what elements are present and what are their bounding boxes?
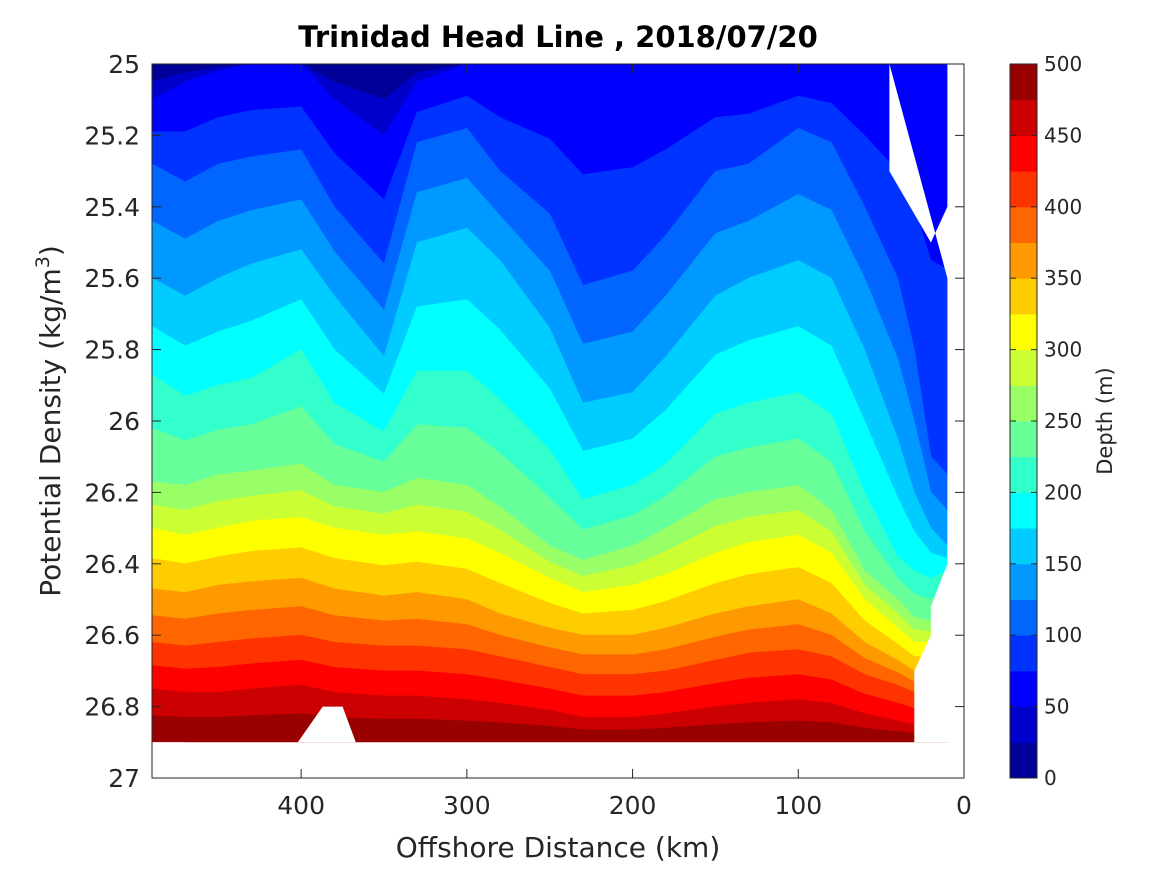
colorbar-swatch-11	[1010, 349, 1037, 386]
colorbar-ticks: 0 50 100 150 200 250 300 350 400 450 500	[1010, 52, 1082, 790]
mask-left-edge	[152, 742, 186, 778]
colorbar-swatches	[1010, 64, 1037, 779]
x-axis: 400 300 200 100 0	[277, 64, 972, 820]
colorbar-swatch-14	[1010, 242, 1037, 279]
x-tick-label-3: 100	[774, 791, 822, 820]
y-tick-label-3: 25.6	[84, 264, 140, 293]
mask-nearshore-right	[914, 206, 964, 743]
y-axis-label-superscript: 3	[32, 256, 54, 268]
x-tick-label-1: 300	[443, 791, 491, 820]
colorbar-swatch-5	[1010, 563, 1037, 600]
colorbar-tick-label-3: 150	[1044, 552, 1082, 576]
colorbar-swatch-10	[1010, 385, 1037, 422]
colorbar-swatch-4	[1010, 599, 1037, 636]
colorbar-swatch-15	[1010, 206, 1037, 243]
x-axis-label: Offshore Distance (km)	[396, 831, 721, 864]
y-axis: 25 25.2 25.4 25.6 25.8 26 26.2 26.4 26.6 26.8 27	[84, 50, 964, 793]
y-axis-label-main: Potential Density (kg/m	[34, 268, 67, 597]
y-tick-label-4: 25.8	[84, 336, 140, 365]
y-tick-label-1: 25.2	[84, 121, 140, 150]
y-tick-label-7: 26.4	[84, 550, 140, 579]
colorbar-swatch-8	[1010, 456, 1037, 493]
colorbar-swatch-9	[1010, 421, 1037, 458]
colorbar-swatch-1	[1010, 706, 1037, 743]
colorbar-tick-label-7: 350	[1044, 266, 1082, 290]
x-tick-label-4: 0	[956, 791, 972, 820]
colorbar-swatch-13	[1010, 278, 1037, 315]
mask-nearshore-top	[889, 64, 964, 279]
colorbar-tick-label-6: 300	[1044, 338, 1082, 362]
colorbar-tick-label-1: 50	[1044, 695, 1069, 719]
colorbar-swatch-19	[1010, 64, 1037, 101]
colorbar-tick-label-4: 200	[1044, 480, 1082, 504]
y-tick-label-5: 26	[108, 407, 140, 436]
colorbar-swatch-12	[1010, 313, 1037, 351]
colorbar-tick-label-2: 100	[1044, 623, 1082, 647]
y-axis-label: Potential Density (kg/m3)	[32, 245, 67, 597]
colorbar-swatch-17	[1010, 135, 1037, 172]
y-tick-label-10: 27	[108, 764, 140, 793]
colorbar-swatch-16	[1010, 171, 1037, 208]
colorbar-tick-label-8: 400	[1044, 195, 1082, 219]
colorbar-swatch-6	[1010, 528, 1037, 565]
colorbar-swatch-0	[1010, 742, 1037, 779]
colorbar-label: Depth (m)	[1093, 367, 1117, 474]
mask-notch	[297, 706, 356, 743]
no-data-masks	[152, 64, 964, 778]
colorbar: 0 50 100 150 200 250 300 350 400 450 500 Depth (m)	[1009, 52, 1117, 790]
y-tick-label-9: 26.8	[84, 693, 140, 722]
y-tick-label-2: 25.4	[84, 193, 140, 222]
plot-area	[152, 64, 964, 778]
colorbar-swatch-3	[1010, 635, 1037, 672]
y-tick-label-6: 26.2	[84, 478, 140, 507]
contour-bands	[152, 64, 948, 743]
y-tick-label-0: 25	[108, 50, 140, 79]
y-tick-label-8: 26.6	[84, 621, 140, 650]
x-tick-label-0: 400	[277, 791, 325, 820]
colorbar-tick-label-9: 450	[1044, 123, 1082, 147]
colorbar-tick-label-10: 500	[1044, 52, 1082, 76]
colorbar-swatch-7	[1010, 492, 1037, 529]
x-tick-label-2: 200	[609, 791, 657, 820]
chart-title: Trinidad Head Line , 2018/07/20	[298, 20, 818, 54]
colorbar-tick-label-0: 0	[1044, 766, 1057, 790]
mask-bottom	[152, 742, 964, 778]
colorbar-swatch-18	[1010, 99, 1037, 136]
colorbar-swatch-2	[1010, 670, 1037, 708]
y-axis-label-close: )	[34, 245, 67, 256]
colorbar-tick-label-5: 250	[1044, 409, 1082, 433]
